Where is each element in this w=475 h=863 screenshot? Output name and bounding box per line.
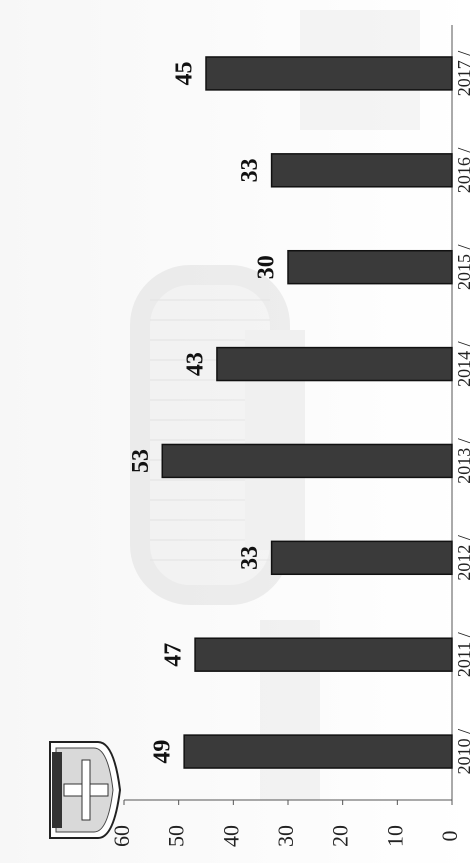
- data-label: 33: [237, 546, 263, 570]
- x-tick-label: 2014 /: [454, 341, 474, 387]
- bar: [194, 637, 453, 672]
- data-label: 43: [182, 352, 208, 376]
- y-tick-label: 0: [437, 831, 462, 842]
- y-tick-label: 10: [382, 825, 407, 847]
- bar: [216, 346, 453, 382]
- police-badge-icon: [49, 741, 122, 839]
- x-tick-label: 2011 /: [454, 632, 474, 677]
- data-label: 53: [128, 449, 154, 473]
- data-label: 47: [161, 643, 187, 667]
- y-tick-label: 60: [109, 825, 134, 847]
- chart-data-labels: 49 47 33 53 43 30 33 45: [128, 61, 280, 763]
- bar: [183, 734, 453, 769]
- y-tick-label: 20: [328, 825, 353, 847]
- x-tick-label: 2012 /: [454, 535, 474, 581]
- y-tick-label: 50: [164, 825, 189, 847]
- y-tick-label: 40: [218, 825, 243, 847]
- bar: [205, 56, 453, 91]
- bar: [161, 443, 453, 479]
- data-label: 49: [150, 740, 176, 764]
- y-tick-label: 30: [273, 825, 298, 847]
- x-tick-label: 2017 /: [454, 51, 474, 97]
- chart-axes: 0 10 20 30 40 50 60 2010 / 2011 / 2012 / 2013 /…: [109, 25, 474, 847]
- data-label: 45: [172, 61, 198, 85]
- x-tick-label: 2010 /: [454, 729, 474, 775]
- data-label: 30: [254, 255, 280, 279]
- data-label: 33: [237, 158, 263, 182]
- bar: [287, 249, 453, 285]
- x-tick-label: 2015 /: [454, 244, 474, 290]
- x-tick-label: 2013 /: [454, 438, 474, 484]
- bar: [270, 540, 453, 576]
- chart-bars: [161, 56, 453, 769]
- bar: [270, 153, 453, 188]
- x-tick-label: 2016 /: [454, 148, 474, 194]
